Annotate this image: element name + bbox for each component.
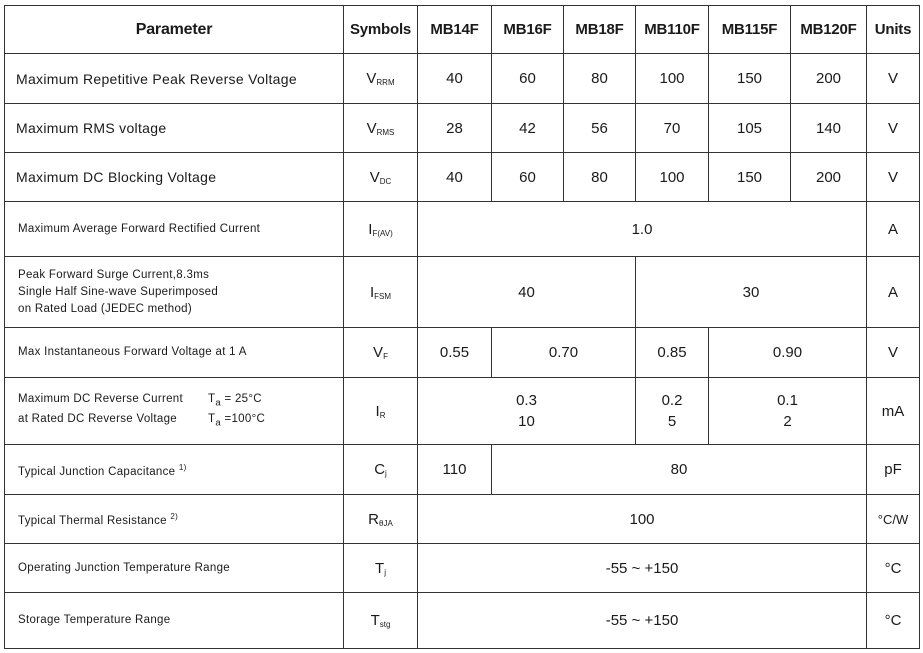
value: 1.0: [417, 201, 867, 257]
symbol: IR: [343, 377, 418, 445]
symbol: Tj: [343, 543, 418, 593]
value: 0.3 10: [417, 377, 636, 445]
value: 100: [635, 53, 709, 104]
parameter: Peak Forward Surge Current,8.3ms Single H…: [4, 256, 344, 328]
parameter: Typical Junction Capacitance 1): [4, 444, 344, 495]
unit: °C: [866, 592, 920, 649]
table-row: Maximum Average Forward Rectified Curren…: [4, 201, 920, 257]
value: 56: [563, 103, 636, 153]
symbol: Tstg: [343, 592, 418, 649]
unit: V: [866, 103, 920, 153]
table-row: Peak Forward Surge Current,8.3ms Single H…: [4, 256, 920, 328]
symbol: VRMS: [343, 103, 418, 153]
value: 110: [417, 444, 492, 495]
parameter: Maximum RMS voltage: [4, 103, 344, 153]
value: 150: [708, 152, 791, 202]
value: 28: [417, 103, 492, 153]
value: 40: [417, 152, 492, 202]
value: 140: [790, 103, 867, 153]
table-row: Storage Temperature Range Tstg -55 ~ +15…: [4, 592, 920, 649]
value: -55 ~ +150: [417, 543, 867, 593]
unit: A: [866, 256, 920, 328]
value: 100: [417, 494, 867, 544]
value: 40: [417, 53, 492, 104]
value: 200: [790, 53, 867, 104]
value: -55 ~ +150: [417, 592, 867, 649]
unit: V: [866, 152, 920, 202]
table-row: Typical Thermal Resistance 2) RθJA 100 °…: [4, 494, 920, 544]
value: 42: [491, 103, 564, 153]
symbol: VRRM: [343, 53, 418, 104]
header-model: MB115F: [708, 5, 791, 54]
unit: V: [866, 327, 920, 378]
value: 80: [491, 444, 867, 495]
parameter: Maximum DC Blocking Voltage: [4, 152, 344, 202]
value: 0.90: [708, 327, 867, 378]
ratings-table: Parameter Symbols MB14F MB16F MB18F MB11…: [4, 5, 920, 649]
table-row: Maximum DC Blocking Voltage VDC 40 60 80…: [4, 152, 920, 202]
value: 0.70: [491, 327, 636, 378]
table-row: Typical Junction Capacitance 1) Cj 110 8…: [4, 444, 920, 495]
value: 100: [635, 152, 709, 202]
value: 200: [790, 152, 867, 202]
value: 30: [635, 256, 867, 328]
parameter: Max Instantaneous Forward Voltage at 1 A: [4, 327, 344, 378]
value: 0.85: [635, 327, 709, 378]
symbol: RθJA: [343, 494, 418, 544]
parameter: Storage Temperature Range: [4, 592, 344, 649]
unit: pF: [866, 444, 920, 495]
table-row: Maximum Repetitive Peak Reverse Voltage …: [4, 53, 920, 104]
symbol: VDC: [343, 152, 418, 202]
header-units: Units: [866, 5, 920, 54]
value: 60: [491, 53, 564, 104]
header-model: MB120F: [790, 5, 867, 54]
value: 0.2 5: [635, 377, 709, 445]
value: 80: [563, 152, 636, 202]
parameter: Operating Junction Temperature Range: [4, 543, 344, 593]
table-row: Maximum RMS voltage VRMS 28 42 56 70 105…: [4, 103, 920, 153]
table-row: Max Instantaneous Forward Voltage at 1 A…: [4, 327, 920, 378]
symbol: IFSM: [343, 256, 418, 328]
value: 80: [563, 53, 636, 104]
symbol: IF(AV): [343, 201, 418, 257]
header-model: MB18F: [563, 5, 636, 54]
parameter: Maximum Average Forward Rectified Curren…: [4, 201, 344, 257]
parameter: Maximum DC Reverse Current Ta = 25°C at R…: [4, 377, 344, 445]
value: 40: [417, 256, 636, 328]
symbol: Cj: [343, 444, 418, 495]
value: 150: [708, 53, 791, 104]
unit: °C/W: [866, 494, 920, 544]
table-row: Maximum DC Reverse Current Ta = 25°C at R…: [4, 377, 920, 445]
header-row: Parameter Symbols MB14F MB16F MB18F MB11…: [4, 5, 920, 54]
value: 105: [708, 103, 791, 153]
unit: mA: [866, 377, 920, 445]
unit: A: [866, 201, 920, 257]
header-model: MB16F: [491, 5, 564, 54]
value: 60: [491, 152, 564, 202]
unit: V: [866, 53, 920, 104]
header-model: MB110F: [635, 5, 709, 54]
value: 0.1 2: [708, 377, 867, 445]
header-symbols: Symbols: [343, 5, 418, 54]
parameter: Typical Thermal Resistance 2): [4, 494, 344, 544]
value: 0.55: [417, 327, 492, 378]
value: 70: [635, 103, 709, 153]
header-model: MB14F: [417, 5, 492, 54]
unit: °C: [866, 543, 920, 593]
table-row: Operating Junction Temperature Range Tj …: [4, 543, 920, 593]
symbol: VF: [343, 327, 418, 378]
header-parameter: Parameter: [4, 5, 344, 54]
parameter: Maximum Repetitive Peak Reverse Voltage: [4, 53, 344, 104]
